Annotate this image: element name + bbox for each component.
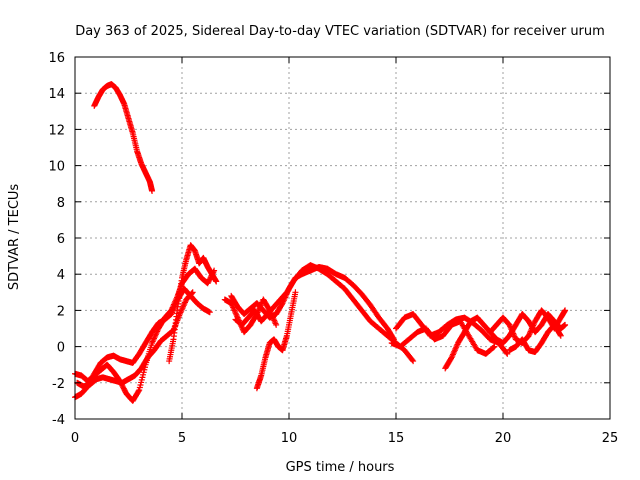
data-point [149, 187, 156, 194]
series-arc-13 [487, 307, 569, 346]
y-tick-label: -2 [52, 377, 65, 392]
x-tick-label: 0 [71, 431, 79, 446]
data-point [135, 388, 142, 395]
y-tick-label: 0 [57, 341, 65, 356]
series-arc-3 [72, 285, 213, 401]
data-point [273, 321, 280, 328]
data-point [189, 289, 196, 296]
y-axis-label: SDTVAR / TECUs [7, 184, 22, 291]
x-tick-label: 15 [388, 431, 405, 446]
x-tick-label: 5 [178, 431, 186, 446]
data-point [562, 307, 569, 314]
y-tick-label: 4 [57, 268, 65, 283]
series-arc-8 [221, 296, 280, 336]
x-tick-label: 20 [495, 431, 512, 446]
y-tick-label: -4 [52, 413, 65, 428]
y-tick-label: 2 [57, 304, 65, 319]
series-arc-14 [506, 321, 564, 356]
data-point [189, 290, 196, 297]
y-tick-label: 14 [48, 87, 65, 102]
data-point [213, 278, 220, 285]
data-point [562, 321, 569, 328]
data-point [410, 358, 417, 365]
series-arc-9 [253, 289, 299, 392]
series-arc-2 [72, 265, 218, 404]
series-arc-4 [74, 289, 196, 390]
data-point [491, 343, 498, 350]
chart-title: Day 363 of 2025, Sidereal Day-to-day VTE… [75, 24, 605, 39]
y-tick-label: 8 [57, 196, 65, 211]
axis-ticks: 0 5 10 15 20 25 -4 -2 0 2 4 6 8 10 12 14 16 [48, 51, 618, 446]
data-point [557, 331, 564, 338]
data-point [409, 356, 416, 363]
data-points [72, 81, 569, 404]
data-point [557, 332, 564, 339]
y-tick-label: 6 [57, 232, 65, 247]
x-axis-label: GPS time / hours [286, 460, 395, 475]
y-tick-label: 12 [48, 123, 65, 138]
data-point [490, 344, 497, 351]
series-arc-1 [91, 81, 156, 194]
grid [75, 57, 610, 419]
y-tick-label: 16 [48, 51, 65, 66]
x-tick-label: 10 [281, 431, 298, 446]
series-arc-5 [166, 242, 220, 365]
y-tick-label: 10 [48, 160, 65, 175]
x-tick-label: 25 [602, 431, 619, 446]
data-point [292, 289, 299, 296]
data-point [504, 350, 511, 357]
data-point [206, 309, 213, 316]
